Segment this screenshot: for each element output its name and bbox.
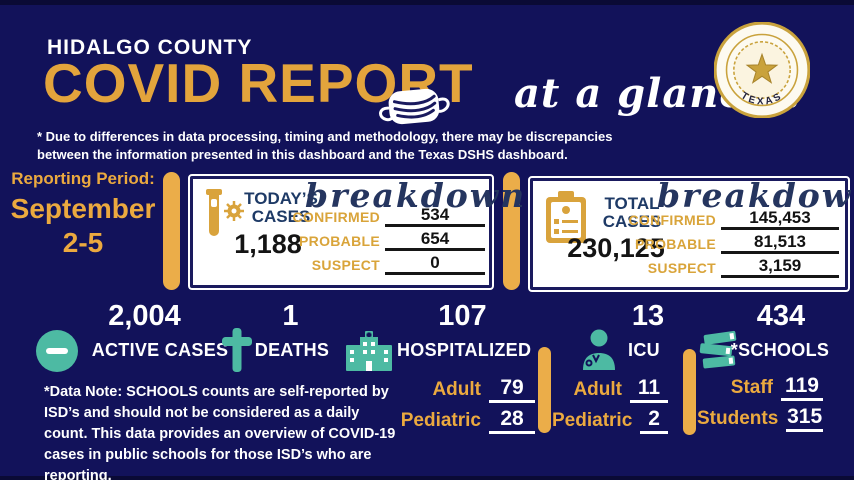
probable-value: 81,513 [721,233,839,254]
deaths-label: DEATHS [254,340,330,360]
suspect-value: 0 [385,254,485,275]
hospitalized-adult-row: Adult 79 [390,377,535,403]
todays-cases-label-line2: CASES [251,206,311,226]
icu-value: 13 [631,300,665,332]
reporting-period-block: Reporting Period: September 2-5 [5,169,161,259]
schools-students-row: Students 315 [697,406,823,432]
hospitalized-breakdown: Adult 79 Pediatric 28 [390,377,535,439]
hospitalized-value: 107 [438,300,487,332]
hidalgo-county-seal: THE COUNTY OF HIDALGO TEXAS [713,21,811,197]
students-value: 315 [786,406,823,432]
schools-staff-row: Staff 119 [697,375,823,401]
doctor-icon [583,329,615,370]
books-stack-icon [699,330,737,369]
icu-breakdown: Adult 11 Pediatric 2 [552,377,668,439]
total-cases-label-line1: TOTAL [604,194,660,213]
suspect-label: SUSPECT [647,260,716,276]
breakdown-row-probable: PROBABLE 654 [235,230,485,251]
confirmed-label: CONFIRMED [292,209,380,225]
schools-label: *SCHOOLS [730,340,830,360]
reporting-period-month: September [10,193,156,224]
gold-divider-bar [538,347,551,433]
data-note-text: *Data Note: SCHOOLS counts are self-repo… [44,384,396,480]
icu-pediatric-row: Pediatric 2 [552,408,668,434]
gold-divider-bar [683,349,696,435]
active-cases-value: 2,004 [108,300,181,332]
schools-value: 434 [756,300,806,332]
probable-label: PROBABLE [299,233,380,249]
clipboard-icon [546,191,586,243]
todays-cases-label-line1: TODAY’S [244,189,318,208]
breakdown-row-confirmed: CONFIRMED 534 [235,206,485,227]
todays-breakdown-rows: CONFIRMED 534 PROBABLE 654 SUSPECT 0 [235,206,485,278]
top-edge-strip [0,0,854,5]
total-cases-label-line2: CASES [602,211,662,231]
todays-cases-panel: TODAY’S CASES 1,188 breakdown CONFIRMED … [188,174,524,290]
todays-cases-total: 1,188 [234,229,302,259]
suspect-label: SUSPECT [311,257,380,273]
active-cases-label: ACTIVE CASES [91,340,229,360]
staff-value: 119 [781,375,823,401]
schools-breakdown: Staff 119 Students 315 [697,375,823,437]
total-breakdown-rows: CONFIRMED 145,453 PROBABLE 81,513 SUSPEC… [574,209,839,281]
icu-adult-row: Adult 11 [552,377,668,403]
adult-label: Adult [573,379,622,400]
bottom-edge-strip [0,476,854,480]
test-tube-icon [206,189,244,236]
probable-label: PROBABLE [635,236,716,252]
todays-breakdown-script-label: breakdown [305,176,527,215]
adult-value: 11 [630,377,668,403]
adult-label: Adult [432,379,481,400]
deaths-value: 1 [282,300,299,332]
gold-divider-bar [503,172,520,290]
total-cases-panel: TOTAL CASES 230,125 breakdown CONFIRMED … [528,176,854,292]
hospitalized-pediatric-row: Pediatric 28 [390,408,535,434]
breakdown-row-suspect: SUSPECT 0 [235,254,485,275]
confirmed-value: 534 [385,206,485,227]
minus-circle-icon [36,330,78,372]
breakdown-row-probable: PROBABLE 81,513 [574,233,839,254]
confirmed-value: 145,453 [721,209,839,230]
seal-star-icon [745,52,779,84]
staff-label: Staff [730,377,773,398]
pediatric-label: Pediatric [552,410,633,431]
breakdown-row-suspect: SUSPECT 3,159 [574,257,839,278]
hospitalized-label: HOSPITALIZED [397,340,532,360]
disclaimer-text: * Due to differences in data processing,… [37,129,613,163]
county-name: HIDALGO COUNTY [47,36,253,59]
hospital-icon [346,331,392,371]
icu-label: ICU [628,340,660,360]
todays-cases-label: TODAY’S CASES [231,190,331,226]
pediatric-label: Pediatric [400,410,481,431]
cross-icon [222,328,252,372]
total-breakdown-script-label: breakdown [657,176,854,215]
breakdown-row-confirmed: CONFIRMED 145,453 [574,209,839,230]
total-cases-total: 230,125 [567,233,665,263]
face-mask-icon [375,81,453,133]
students-label: Students [697,408,779,429]
reporting-period-label: Reporting Period: [11,169,155,188]
total-cases-label: TOTAL CASES [591,195,673,231]
reporting-period-days: 2-5 [62,227,104,258]
adult-value: 79 [489,377,535,403]
probable-value: 654 [385,230,485,251]
pediatric-value: 28 [489,408,535,434]
pediatric-value: 2 [640,408,668,434]
gold-divider-bar [163,172,180,290]
confirmed-label: CONFIRMED [628,212,716,228]
suspect-value: 3,159 [721,257,839,278]
